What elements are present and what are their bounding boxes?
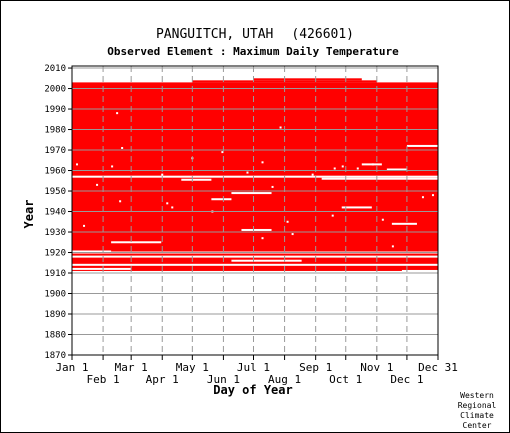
x-tick-label-mar-1: Mar 1	[115, 361, 148, 374]
missing-day-10	[381, 218, 384, 221]
missing-period-12	[211, 198, 232, 201]
missing-day-13	[83, 224, 86, 227]
missing-day-11	[291, 233, 294, 236]
y-tick-label-2000: 2000	[44, 85, 66, 95]
missing-period-7	[401, 269, 438, 272]
missing-period-2	[321, 177, 438, 180]
missing-day-26	[246, 171, 249, 174]
credit-line-3: Climate	[460, 411, 494, 420]
x-tick-label-oct-1: Oct 1	[329, 373, 362, 386]
x-tick-label-feb-1: Feb 1	[87, 373, 120, 386]
x-tick-label-nov-1: Nov 1	[360, 361, 393, 374]
y-tick-label-1970: 1970	[44, 146, 66, 156]
y-tick-label-1910: 1910	[44, 269, 66, 279]
chart-title: PANGUITCH, UTAH (426601)	[156, 27, 354, 42]
coverage-block-late-record-summer	[253, 78, 362, 81]
y-axis-label: Year	[22, 200, 36, 229]
missing-day-20	[333, 167, 336, 170]
missing-day-8	[119, 200, 122, 203]
missing-day-29	[171, 206, 174, 209]
station-id: (426601)	[291, 27, 354, 42]
missing-period-4	[72, 255, 438, 258]
missing-period-0	[72, 175, 438, 178]
missing-day-22	[356, 167, 359, 170]
chart-subtitle: Observed Element : Maximum Daily Tempera…	[107, 45, 399, 58]
x-tick-label-may-1: May 1	[176, 361, 209, 374]
missing-period-1	[181, 178, 212, 181]
station-name: PANGUITCH, UTAH	[156, 27, 273, 42]
y-tick-label-2010: 2010	[44, 64, 66, 74]
missing-day-2	[161, 173, 164, 176]
credit-block: Western Regional Climate Center	[458, 391, 497, 430]
missing-period-5	[72, 263, 438, 266]
y-tick-label-1880: 1880	[44, 331, 66, 341]
x-tick-label-jul-1: Jul 1	[237, 361, 270, 374]
missing-period-15	[406, 144, 438, 147]
missing-period-8	[72, 250, 112, 253]
credit-line-4: Center	[463, 421, 492, 430]
x-tick-label-dec-1: Dec 1	[390, 373, 423, 386]
x-tick-label-jun-1: Jun 1	[207, 373, 240, 386]
y-tick-label-1900: 1900	[44, 290, 66, 300]
missing-day-17	[421, 196, 424, 199]
missing-period-14	[386, 168, 407, 171]
plot-border	[71, 65, 439, 356]
missing-day-18	[331, 214, 334, 217]
missing-period-9	[231, 259, 302, 262]
credit-line-2: Regional	[458, 401, 497, 410]
missing-period-18	[111, 241, 162, 244]
missing-day-7	[116, 112, 119, 115]
missing-day-15	[271, 185, 274, 188]
y-tick-label-1990: 1990	[44, 105, 66, 115]
missing-day-23	[371, 163, 374, 166]
missing-day-24	[311, 173, 314, 176]
missing-day-0	[76, 163, 79, 166]
data-layer	[72, 78, 438, 272]
missing-day-27	[431, 194, 434, 197]
y-tick-label-1940: 1940	[44, 208, 66, 218]
x-tick-label-aug-1: Aug 1	[268, 373, 301, 386]
y-tick-label-1890: 1890	[44, 310, 66, 320]
y-tick-label-1950: 1950	[44, 187, 66, 197]
missing-day-9	[166, 202, 169, 205]
missing-day-1	[111, 165, 114, 168]
credit-line-1: Western	[460, 391, 494, 400]
missing-day-12	[261, 237, 264, 240]
x-axis-label: Day of Year	[213, 383, 292, 397]
missing-day-21	[341, 165, 344, 168]
missing-period-16	[391, 222, 417, 225]
missing-day-25	[261, 161, 264, 164]
x-tick-label-apr-1: Apr 1	[146, 373, 179, 386]
missing-day-28	[286, 220, 289, 223]
x-tick-label-dec-31: Dec 31	[418, 361, 458, 374]
y-tick-label-1930: 1930	[44, 228, 66, 238]
x-tick-label-jan-1: Jan 1	[55, 361, 88, 374]
missing-day-6	[279, 126, 282, 129]
missing-day-16	[96, 183, 99, 186]
x-tick-label-sep-1: Sep 1	[299, 361, 332, 374]
y-tick-label-1920: 1920	[44, 249, 66, 259]
axes-layer: 1870 1880 1890 1900 1910 1920 1930 1940 1950 1960…	[44, 64, 458, 386]
missing-period-10	[241, 228, 272, 231]
y-tick-label-1960: 1960	[44, 167, 66, 177]
missing-day-3	[121, 146, 124, 149]
missing-period-13	[361, 163, 382, 166]
missing-day-19	[391, 245, 394, 248]
y-tick-label-1870: 1870	[44, 351, 66, 361]
missing-period-6	[72, 267, 132, 270]
missing-day-4	[221, 151, 224, 154]
missing-period-17	[341, 206, 372, 209]
y-tick-label-1980: 1980	[44, 126, 66, 136]
missing-period-11	[231, 192, 272, 195]
